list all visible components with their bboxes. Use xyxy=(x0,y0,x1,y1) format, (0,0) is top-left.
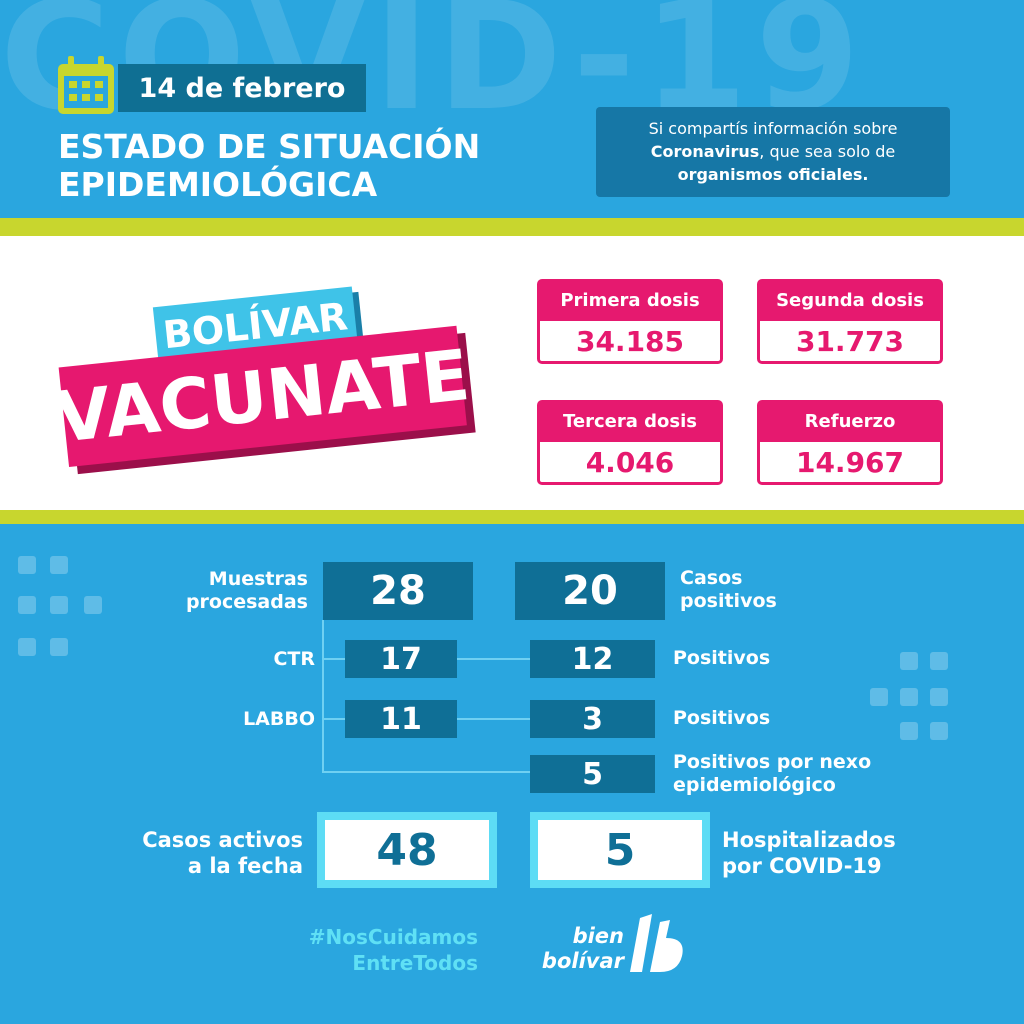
stat-value: 48 xyxy=(317,812,497,888)
dose-card: Refuerzo 14.967 xyxy=(757,400,943,488)
stat-label: CTR xyxy=(273,648,315,670)
stat-label: LABBO xyxy=(243,708,315,730)
logo-line: bolívar xyxy=(541,949,624,973)
title: ESTADO DE SITUACIÓN EPIDEMIOLÓGICA xyxy=(58,128,480,204)
dose-value: 4.046 xyxy=(537,442,723,485)
title-line: ESTADO DE SITUACIÓN xyxy=(58,127,481,166)
decoration xyxy=(930,652,948,670)
dose-label: Primera dosis xyxy=(537,279,723,321)
notice-line: Si compartís información sobre xyxy=(648,119,898,138)
date: 14 de febrero xyxy=(118,64,366,112)
connector xyxy=(322,771,530,773)
logo-icon xyxy=(630,914,683,972)
stat-label: Casos positivos xyxy=(680,567,777,613)
hashtag-line: #NosCuidamos xyxy=(308,925,478,949)
stat-label: Hospitalizados por COVID-19 xyxy=(722,827,896,879)
notice-bold: organismos oficiales. xyxy=(677,165,869,184)
stripe xyxy=(0,218,1024,236)
dose-card: Tercera dosis 4.046 xyxy=(537,400,723,488)
label-line: procesadas xyxy=(185,591,308,613)
connector xyxy=(457,658,530,660)
label-line: epidemiológico xyxy=(673,774,836,796)
decoration xyxy=(50,556,68,574)
connector xyxy=(457,718,530,720)
dose-label: Refuerzo xyxy=(757,400,943,442)
dose-card: Segunda dosis 31.773 xyxy=(757,279,943,367)
label-line: Positivos por nexo xyxy=(673,751,872,773)
dose-card: Primera dosis 34.185 xyxy=(537,279,723,367)
stat-value: 5 xyxy=(530,755,655,793)
notice: Si compartís información sobre Coronavir… xyxy=(596,107,950,197)
label-line: Casos activos xyxy=(142,828,303,852)
dose-value: 14.967 xyxy=(757,442,943,485)
decoration xyxy=(50,596,68,614)
dose-value: 34.185 xyxy=(537,321,723,364)
stat-value: 3 xyxy=(530,700,655,738)
title-line: EPIDEMIOLÓGICA xyxy=(58,165,378,204)
decoration xyxy=(900,688,918,706)
stat-value: 28 xyxy=(323,562,473,620)
connector xyxy=(322,718,345,720)
hashtag: #NosCuidamos EntreTodos xyxy=(250,924,478,976)
logo-line: bien xyxy=(572,924,624,948)
label-line: Casos xyxy=(680,567,743,589)
calendar-icon xyxy=(58,56,114,114)
decoration xyxy=(18,556,36,574)
decoration xyxy=(18,596,36,614)
decoration xyxy=(900,652,918,670)
hashtag-line: EntreTodos xyxy=(352,951,478,975)
stat-value: 12 xyxy=(530,640,655,678)
label-line: a la fecha xyxy=(187,854,303,878)
dose-label: Tercera dosis xyxy=(537,400,723,442)
decoration xyxy=(870,688,888,706)
stat-label: Positivos por nexo epidemiológico xyxy=(673,751,871,797)
label-line: Hospitalizados xyxy=(722,828,896,852)
decoration xyxy=(930,722,948,740)
dose-value: 31.773 xyxy=(757,321,943,364)
notice-line: Coronavirus, que sea solo de xyxy=(596,140,950,163)
stat-value: 20 xyxy=(515,562,665,620)
stat-value: 11 xyxy=(345,700,457,738)
decoration xyxy=(84,596,102,614)
stat-label: Muestras procesadas xyxy=(100,568,308,614)
dose-label: Segunda dosis xyxy=(757,279,943,321)
stripe xyxy=(0,510,1024,524)
label-line: por COVID-19 xyxy=(722,854,882,878)
decoration xyxy=(900,722,918,740)
connector xyxy=(322,620,324,772)
stat-label: Casos activos a la fecha xyxy=(100,827,303,879)
connector xyxy=(322,658,345,660)
decoration xyxy=(50,638,68,656)
notice-bold: Coronavirus xyxy=(650,142,760,161)
decoration xyxy=(930,688,948,706)
stat-label: Positivos xyxy=(673,647,771,669)
stat-value: 5 xyxy=(530,812,710,888)
decoration xyxy=(18,638,36,656)
stat-value: 17 xyxy=(345,640,457,678)
stat-label: Positivos xyxy=(673,707,771,729)
label-line: Muestras xyxy=(208,568,308,590)
notice-text: , que sea solo de xyxy=(759,142,896,161)
logo-text: bien bolívar xyxy=(520,924,624,974)
label-line: positivos xyxy=(680,590,777,612)
